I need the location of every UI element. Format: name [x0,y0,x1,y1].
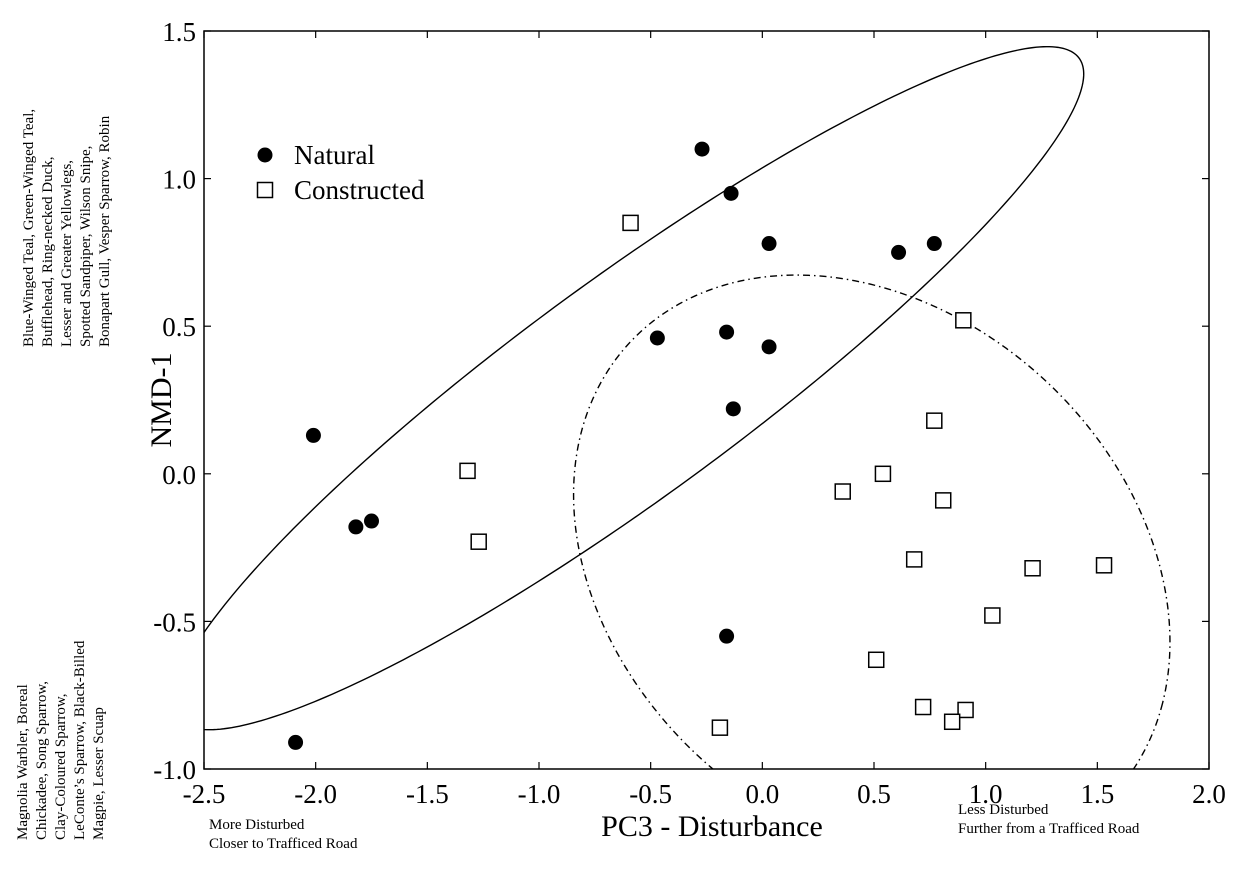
natural-point [649,330,665,346]
x-tick-label: 1.0 [969,779,1003,809]
x-tick-label: -1.0 [518,779,561,809]
x-axis-label: PC3 - Disturbance [601,810,823,843]
x-tick-label: 0.5 [857,779,891,809]
y-tick-label: 0.5 [162,312,196,342]
natural-point [926,236,942,252]
y-tick-label: 1.0 [162,165,196,195]
x-tick-label: 0.0 [745,779,779,809]
constructed-ellipse [572,274,1171,769]
constructed-point [622,214,639,232]
y-tick-label: -1.0 [153,755,196,785]
x-left-annotation: More Disturbed Closer to Trafficed Road [209,816,357,854]
x-tick-label: 2.0 [1192,779,1226,809]
constructed-point [905,551,923,568]
constructed-point [955,312,972,329]
constructed-point [874,465,892,483]
constructed-point [926,412,943,429]
natural-ellipse [204,45,1085,731]
natural-point [723,185,739,201]
constructed-legend-marker [256,181,274,199]
annotation-line: Bufflehead, Ring-necked Duck, [40,156,56,348]
natural-legend-label: Natural [294,140,375,170]
confidence-ellipses [204,45,1171,769]
natural-point [288,734,304,750]
natural-point [725,401,741,417]
y-axis-ticks: -1.0 -0.5 0.0 0.5 1.0 1.5 [153,17,1209,785]
constructed-legend-label: Constructed [294,175,425,205]
natural-legend-marker [257,147,273,163]
x-tick-label: -1.5 [406,779,449,809]
x-axis-ticks: -2.5 -2.0 -1.5 -1.0 -0.5 0.0 0.5 1.0 1.5 2.0 [183,31,1226,809]
x-tick-label: 1.5 [1080,779,1114,809]
constructed-point [459,462,476,480]
natural-point [761,339,777,355]
constructed-point [943,713,961,731]
annotation-line: LeConte’s Sparrow, Black-Billed [72,640,88,840]
annotation-line: Blue-Winged Teal, Green-Winged Teal, [21,108,37,347]
x-tick-label: -0.5 [629,779,672,809]
y-bottom-annotation: Magnolia Warbler, Boreal Chickadee, Song … [14,540,109,840]
data-points [288,141,1113,750]
constructed-point [914,698,932,716]
constructed-point [470,533,487,550]
natural-point [348,519,364,535]
plot-frame [203,30,1210,770]
constructed-point [1024,560,1041,577]
y-tick-label: 0.0 [162,460,196,490]
constructed-point [711,719,729,736]
constructed-point [1095,557,1113,574]
x-tick-label: -2.5 [183,779,226,809]
annotation-line: Further from a Trafficed Road [958,821,1140,837]
annotation-line: Lesser and Greater Yellowlegs, [59,159,75,347]
annotation-line: More Disturbed [209,817,305,833]
y-top-annotation: Blue-Winged Teal, Green-Winged Teal, Buff… [20,108,115,348]
y-axis-label: NMD-1 [145,353,178,448]
annotation-line: Magpie, Lesser Scuap [91,707,107,840]
natural-point [719,324,735,340]
natural-point [719,628,735,644]
natural-point [305,427,321,443]
natural-point [364,513,379,529]
y-tick-label: -0.5 [153,607,196,637]
annotation-line: Less Disturbed [958,802,1049,818]
constructed-point [984,607,1001,624]
x-tick-label: -2.0 [294,779,337,809]
natural-point [891,244,907,260]
natural-point [694,141,710,157]
annotation-line: Clay-Coloured Sparrow, [53,693,69,841]
constructed-point [867,651,885,669]
natural-point [761,236,777,252]
annotation-line: Spotted Sandpiper, Wilson Snipe, [78,145,94,347]
x-right-annotation: Less Disturbed Further from a Trafficed R… [958,801,1139,839]
annotation-line: Closer to Trafficed Road [209,836,358,852]
constructed-point [957,701,974,719]
y-tick-label: 1.5 [162,17,196,47]
annotation-line: Magnolia Warbler, Boreal [15,684,31,840]
constructed-point [934,492,952,509]
constructed-point [834,483,851,500]
annotation-line: Bonapart Gull, Vesper Sparrow, Robin [97,115,113,347]
annotation-line: Chickadee, Song Sparrow, [34,681,50,840]
legend: Natural Constructed [256,140,425,205]
